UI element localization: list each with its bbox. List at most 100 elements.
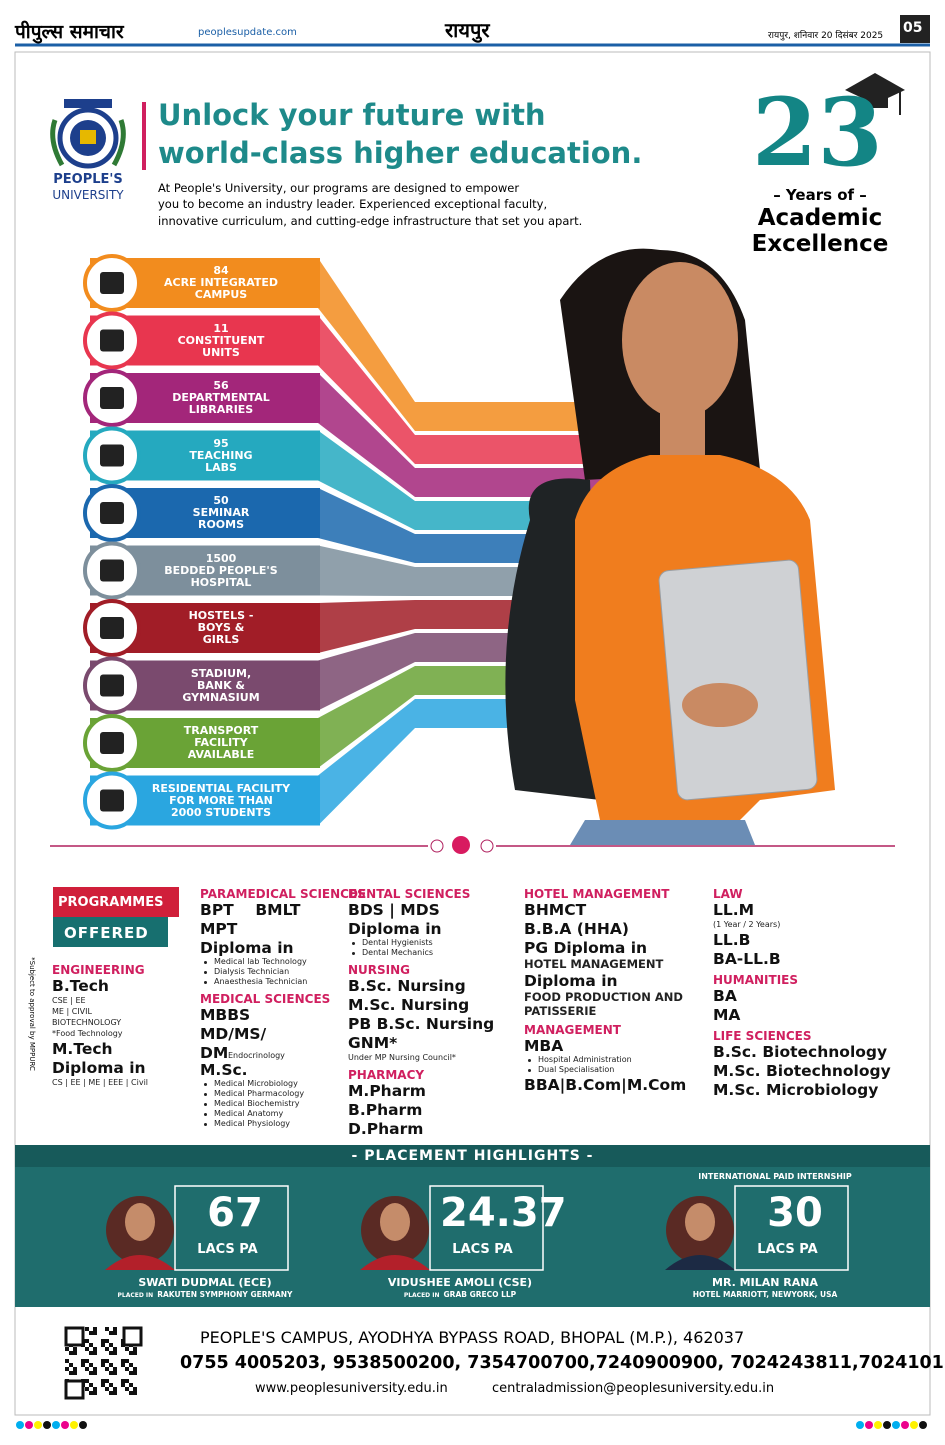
ribbon	[318, 315, 612, 464]
feature-line: 2000 STUDENTS	[170, 805, 272, 819]
qr-cell	[133, 1391, 137, 1395]
qr-cell	[89, 1383, 93, 1387]
feature-text: STADIUM, BANK & GYMNASIUM	[106, 666, 336, 704]
qr-cell	[93, 1327, 97, 1331]
reg-dot	[61, 1421, 69, 1429]
programme-item: Medical Pharmacology	[200, 1089, 375, 1099]
feature-line: 56	[213, 379, 229, 392]
programme-item: PATISSERIE	[524, 1004, 597, 1018]
reg-dot	[79, 1421, 87, 1429]
feature-line: SEMINAR	[192, 506, 250, 519]
programme-item: M.Pharm	[348, 1082, 426, 1100]
qr-cell	[105, 1379, 109, 1383]
qr-cell	[85, 1339, 89, 1343]
programme-item: DENTAL SCIENCES	[348, 887, 471, 901]
programme-item: B.B.A (HHA)	[524, 920, 629, 938]
salary-box	[429, 1185, 544, 1271]
qr-cell	[121, 1363, 125, 1367]
feature-line: RESIDENTIAL FACILITY	[151, 781, 291, 795]
anniversary-number: 23	[752, 78, 883, 188]
programme-item: M.Tech	[52, 1040, 113, 1058]
programme-item: LL.B	[713, 931, 751, 949]
placement-title: - PLACEMENT HIGHLIGHTS -	[351, 1148, 594, 1164]
qr-cell	[125, 1367, 129, 1371]
qr-cell	[113, 1351, 117, 1355]
programme-item: BDS | MDS	[348, 901, 440, 919]
programme-item: LIFE SCIENCES	[713, 1029, 812, 1043]
person-face	[125, 1203, 155, 1241]
qr-cell	[113, 1347, 117, 1351]
feature-text: 56 DEPARTMENTAL LIBRARIES	[106, 380, 336, 416]
feature-text: 1500 BEDDED PEOPLE'S HOSPITAL	[106, 552, 336, 589]
anniversary-line: Excellence	[751, 231, 889, 257]
programme-item: B.Tech	[52, 977, 109, 995]
programme-item: ENGINEERING	[52, 963, 145, 977]
feature-line: HOSTELS -	[188, 609, 254, 622]
person-name: SWATI DUDMAL (ECE)	[138, 1276, 272, 1289]
qr-cell	[129, 1363, 133, 1367]
feature-icon-glyph	[100, 559, 124, 582]
programme-item: BHMCT	[524, 901, 587, 919]
qr-cell	[129, 1383, 133, 1387]
feature-line: GIRLS	[202, 633, 240, 646]
person-body	[105, 1255, 175, 1270]
qr-cell	[121, 1359, 125, 1363]
qr-cell	[129, 1391, 133, 1395]
programme-item: LL.M	[713, 901, 755, 919]
programme-item: B.Sc. Biotechnology	[713, 1043, 888, 1061]
qr-cell	[133, 1371, 137, 1375]
feature-line: FACILITY	[194, 736, 248, 749]
feature-line: LABS	[205, 460, 237, 474]
programme-column: HOTEL MANAGEMENT BHMCT B.B.A (HHA) PG Diplo…	[524, 882, 699, 1094]
feature-line: AVAILABLE	[187, 748, 255, 761]
accent-bar	[142, 102, 146, 170]
qr-finder	[122, 1326, 143, 1347]
programmes-title: PROGRAMMES	[58, 895, 164, 910]
feature-line: HOSPITAL	[190, 575, 252, 589]
programme-item: *Food Technology	[52, 1029, 123, 1038]
feature-text: HOSTELS - BOYS & GIRLS	[106, 610, 336, 646]
qr-cell	[121, 1383, 125, 1387]
feature-text: TRANSPORT FACILITY AVAILABLE	[106, 725, 336, 761]
qr-cell	[109, 1351, 113, 1355]
salary-unit: LACS PA	[197, 1242, 258, 1257]
qr-cell	[105, 1339, 109, 1343]
programmes-title: OFFERED	[64, 924, 149, 942]
qr-cell	[65, 1347, 69, 1351]
programme-item: Medical Biochemistry	[200, 1099, 375, 1109]
feature-line: FOR MORE THAN	[169, 793, 273, 807]
reg-dot	[856, 1421, 864, 1429]
feature-line: TEACHING	[189, 448, 253, 462]
qr-cell	[85, 1359, 89, 1363]
qr-cell	[81, 1363, 85, 1367]
qr-cell	[121, 1379, 125, 1383]
qr-cell	[101, 1379, 105, 1383]
headline: Unlock your future with	[158, 98, 546, 132]
qr-cell	[93, 1371, 97, 1375]
qr-cell	[105, 1327, 109, 1331]
programme-item: MANAGEMENT	[524, 1023, 621, 1037]
feature-line: STADIUM,	[190, 666, 252, 680]
qr-cell	[101, 1343, 105, 1347]
qr-cell	[73, 1351, 77, 1355]
intro: At People's University, our programs are…	[158, 181, 520, 195]
qr-cell	[85, 1379, 89, 1383]
date: रायपुर, शनिवार 20 दिसंबर 2025	[768, 31, 884, 41]
programme-item: FOOD PRODUCTION AND	[524, 990, 683, 1004]
qr-cell	[113, 1327, 117, 1331]
programme-item: Diploma in	[52, 1059, 146, 1077]
programme-item: B.Sc. Nursing	[348, 977, 466, 995]
feature-line: 95	[213, 436, 229, 450]
paper-website: peoplesupdate.com	[198, 27, 297, 38]
qr-cell	[113, 1391, 117, 1395]
feature-icon-glyph	[100, 789, 124, 812]
feature-icon-glyph	[100, 329, 124, 352]
qr-cell	[85, 1347, 89, 1351]
salary-box	[174, 1185, 289, 1271]
logo-name: PEOPLE'S	[53, 172, 123, 187]
placed-line: PLACED IN RAKUTEN SYMPHONY GERMANY	[70, 1290, 340, 1299]
feature-line: BOYS &	[197, 621, 245, 634]
feature-line: LIBRARIES	[188, 403, 254, 416]
feature-icon-glyph	[100, 387, 124, 409]
reg-dot	[874, 1421, 882, 1429]
